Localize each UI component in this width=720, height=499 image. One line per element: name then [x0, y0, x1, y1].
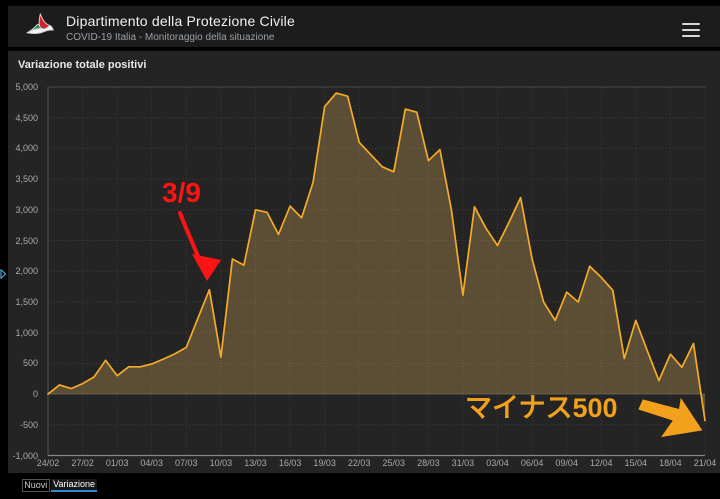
- svg-text:マイナス500: マイナス500: [465, 393, 618, 423]
